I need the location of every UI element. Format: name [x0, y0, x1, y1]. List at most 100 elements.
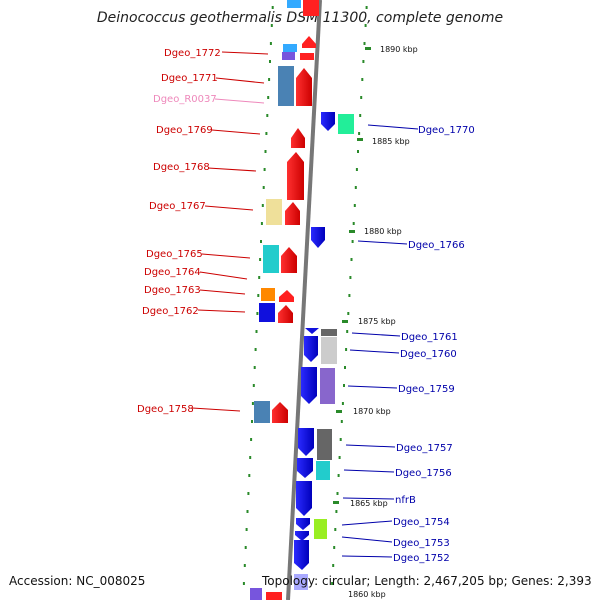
- ring-dot: [346, 330, 349, 333]
- gene-arrow: [305, 328, 319, 334]
- ring-dot: [257, 294, 260, 297]
- ring-dot: [267, 96, 270, 99]
- ring-dot: [340, 420, 343, 423]
- accession-text: Accession: NC_008025: [9, 574, 146, 588]
- ring-dot: [249, 456, 252, 459]
- ring-dot: [248, 474, 251, 477]
- ring-dot: [332, 564, 335, 567]
- gene-arrow: [287, 152, 304, 200]
- gene-label: Dgeo_R0037: [153, 94, 217, 105]
- ring-dot: [349, 276, 352, 279]
- ring-dot: [345, 348, 348, 351]
- gene-arrow: [302, 36, 316, 48]
- gene-arrow: [281, 247, 297, 273]
- gene-block: [317, 429, 332, 460]
- gene-label: Dgeo_1763: [144, 285, 201, 296]
- forward-strand-genes: [250, 0, 319, 600]
- gene-label: Dgeo_1761: [401, 332, 458, 343]
- ring-dot: [262, 186, 265, 189]
- ring-dot: [338, 456, 341, 459]
- ring-dot: [348, 294, 351, 297]
- gene-block: [321, 329, 337, 336]
- ring-dot: [336, 492, 339, 495]
- gene-arrow: [294, 540, 309, 570]
- gene-block: [283, 44, 297, 52]
- kbp-label: 1880 kbp: [364, 227, 402, 236]
- ring-dot: [269, 60, 271, 63]
- gene-arrow: [272, 402, 288, 423]
- gene-block: [282, 52, 295, 60]
- ring-dot: [350, 258, 353, 261]
- ring-dot: [339, 438, 342, 441]
- gene-label: Dgeo_1772: [164, 48, 221, 59]
- ring-dot: [335, 510, 338, 513]
- ring-dot: [365, 6, 368, 9]
- gene-arrow: [296, 68, 312, 106]
- gene-arrow: [279, 290, 294, 302]
- ring-dot: [252, 384, 255, 387]
- ring-dot: [263, 168, 266, 171]
- gene-block: [278, 66, 294, 106]
- topology-text: Topology: circular; Length: 2,467,205 bp…: [262, 574, 592, 588]
- gene-label: Dgeo_1759: [398, 384, 455, 395]
- ring-dot: [337, 474, 340, 477]
- ring-dot: [260, 240, 262, 243]
- ring-dot: [344, 366, 346, 369]
- gene-block: [300, 53, 314, 60]
- gene-block: [321, 337, 337, 364]
- gene-block: [320, 368, 335, 404]
- ring-dot: [360, 96, 363, 99]
- gene-block: [261, 288, 275, 301]
- kbp-label: 1890 kbp: [380, 45, 418, 54]
- gene-arrow: [321, 112, 335, 131]
- gene-label: Dgeo_1769: [156, 125, 213, 136]
- gene-block: [254, 401, 270, 423]
- ring-dot: [254, 348, 257, 351]
- gene-arrow: [301, 367, 317, 404]
- gene-block: [316, 461, 330, 480]
- ring-dot: [357, 150, 359, 153]
- right-gene-labels: Dgeo_1770 Dgeo_1766 Dgeo_1761 Dgeo_1760 …: [341, 124, 475, 564]
- ring-dot: [256, 312, 259, 315]
- ring-dot: [243, 564, 246, 567]
- gene-label: Dgeo_1754: [393, 517, 450, 528]
- ring-dot: [341, 402, 344, 405]
- inner-dotted-ring: [242, 6, 274, 585]
- gene-label: Dgeo_1762: [142, 306, 199, 317]
- gene-block: [294, 574, 308, 590]
- gene-arrow: [296, 518, 310, 530]
- ring-dot: [247, 492, 250, 495]
- reverse-strand-genes: [294, 112, 354, 590]
- ring-dot: [258, 276, 261, 279]
- ring-dot: [244, 546, 247, 549]
- ring-dot: [251, 402, 254, 405]
- gene-arrow: [304, 336, 318, 362]
- ring-dot: [242, 582, 245, 585]
- gene-block: [303, 0, 319, 16]
- ring-dot: [343, 384, 345, 387]
- ring-dot: [259, 258, 262, 261]
- ring-dot: [250, 438, 253, 441]
- ring-dot: [253, 366, 256, 369]
- gene-block: [287, 0, 301, 8]
- kbp-label: 1885 kbp: [372, 137, 410, 146]
- gene-arrow: [311, 227, 325, 248]
- ring-dot: [260, 222, 263, 225]
- gene-label: Dgeo_1767: [149, 201, 206, 212]
- gene-block: [259, 303, 275, 322]
- gene-block: [338, 114, 354, 134]
- gene-arrow: [296, 481, 312, 516]
- ring-dot: [355, 168, 358, 171]
- kbp-label: 1860 kbp: [348, 590, 386, 599]
- left-gene-labels: Dgeo_1772 Dgeo_1771 Dgeo_R0037 Dgeo_1769…: [137, 48, 269, 415]
- ring-dot: [351, 240, 354, 243]
- ring-dot: [251, 420, 253, 423]
- gene-block: [314, 519, 327, 539]
- ring-dot: [353, 204, 356, 207]
- kbp-ticks: 1890 kbp 1885 kbp 1880 kbp 1875 kbp 1870…: [333, 45, 418, 599]
- ring-dot: [358, 132, 361, 135]
- gene-label: Dgeo_1760: [400, 349, 457, 360]
- gene-label: Dgeo_1768: [153, 162, 210, 173]
- ring-dot: [270, 24, 273, 27]
- gene-block: [266, 199, 282, 225]
